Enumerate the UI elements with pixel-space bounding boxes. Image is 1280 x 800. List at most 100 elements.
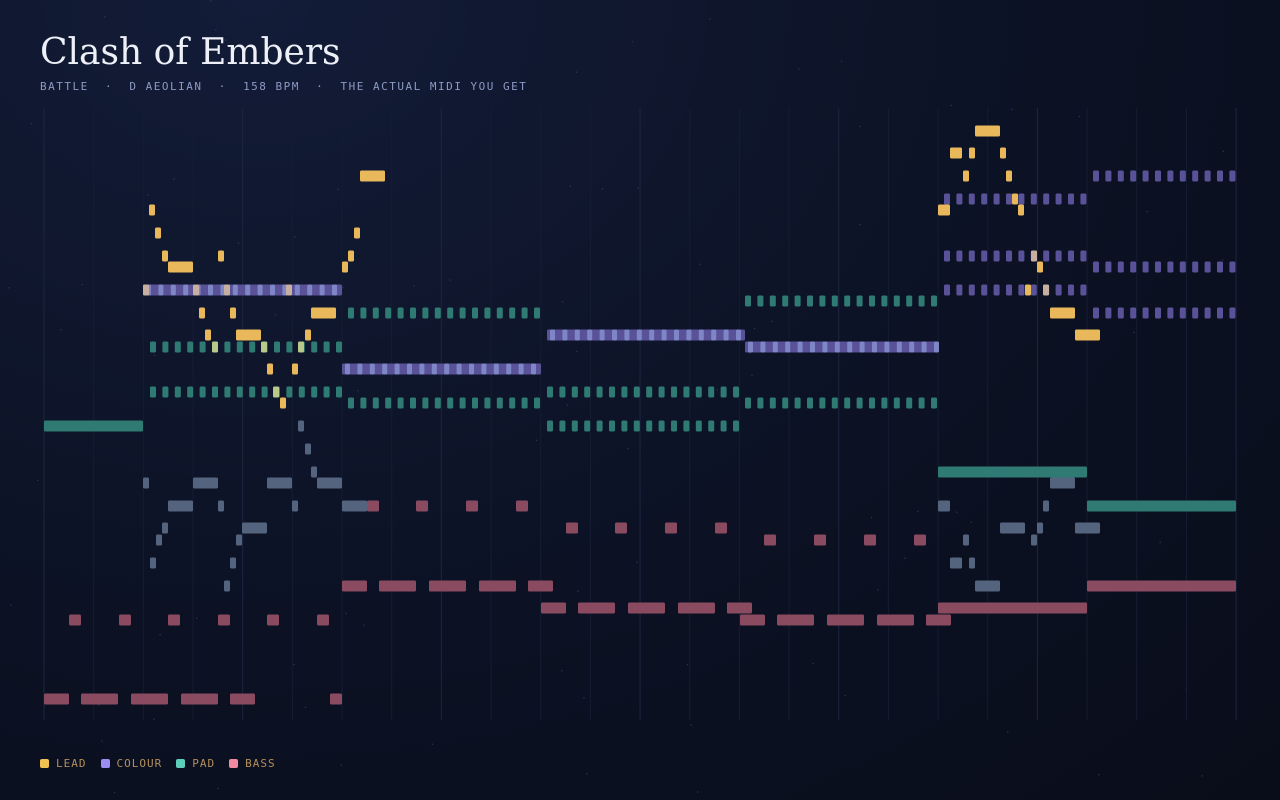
star: [209, 0, 212, 2]
star: [840, 60, 843, 63]
star: [561, 300, 564, 303]
note: [509, 397, 516, 409]
note: [683, 420, 690, 432]
note: [447, 307, 454, 319]
note: [794, 397, 801, 409]
star: [636, 561, 638, 564]
note: [1055, 193, 1062, 205]
note: [547, 329, 745, 341]
note: [884, 341, 890, 353]
note: [1204, 261, 1211, 273]
star: [751, 374, 753, 377]
star: [340, 764, 343, 766]
star: [30, 122, 33, 125]
star: [293, 236, 296, 238]
note: [270, 284, 275, 296]
note: [286, 341, 293, 353]
note: [881, 295, 888, 307]
note: [199, 307, 205, 319]
note: [323, 386, 330, 398]
note: [1068, 193, 1074, 205]
note: [407, 363, 412, 375]
note: [382, 363, 388, 375]
note: [528, 580, 541, 592]
note: [574, 329, 580, 341]
note: [230, 307, 236, 319]
note: [615, 522, 627, 534]
note: [345, 363, 350, 375]
note: [931, 397, 937, 409]
note: [267, 614, 279, 626]
note: [360, 397, 367, 409]
note: [218, 614, 230, 626]
note: [934, 341, 939, 353]
note: [1055, 284, 1062, 296]
note: [131, 693, 168, 705]
note: [1037, 261, 1043, 273]
note: [671, 420, 677, 432]
note: [571, 420, 578, 432]
note: [521, 307, 528, 319]
note: [162, 250, 168, 262]
note: [174, 386, 181, 398]
note: [242, 522, 267, 534]
note: [496, 397, 503, 409]
note: [162, 341, 169, 353]
note: [81, 693, 118, 705]
note: [1105, 307, 1112, 319]
legend-swatch: [176, 759, 186, 768]
legend: LEAD COLOUR PAD BASS: [40, 757, 276, 770]
note: [224, 341, 231, 353]
note: [466, 500, 478, 512]
note: [1155, 170, 1161, 182]
subtitle: BATTLE · D AEOLIAN · 158 BPM · THE ACTUA…: [40, 80, 528, 93]
note: [708, 386, 715, 398]
note: [422, 397, 429, 409]
note: [550, 329, 555, 341]
note: [369, 363, 375, 375]
note: [311, 386, 318, 398]
title: Clash of Embers: [40, 32, 341, 73]
note: [918, 295, 925, 307]
note: [1117, 170, 1124, 182]
star: [8, 287, 10, 289]
note: [410, 307, 416, 319]
note: [1018, 193, 1025, 205]
star: [81, 283, 83, 286]
note: [360, 170, 385, 182]
note: [1130, 261, 1137, 273]
note: [877, 614, 914, 626]
star: [753, 327, 756, 330]
note: [348, 307, 354, 319]
legend-swatch: [40, 759, 49, 768]
note: [1105, 261, 1112, 273]
note: [609, 420, 615, 432]
note: [856, 295, 863, 307]
note: [249, 341, 256, 353]
note: [1179, 307, 1186, 319]
note: [869, 295, 875, 307]
note: [149, 204, 155, 216]
note: [311, 466, 317, 478]
note: [422, 307, 429, 319]
note: [807, 295, 813, 307]
legend-label: PAD: [192, 757, 216, 770]
note: [547, 386, 553, 398]
star: [147, 194, 149, 196]
note: [307, 284, 313, 296]
note: [1055, 250, 1062, 262]
note: [143, 477, 149, 489]
note: [944, 193, 950, 205]
note: [187, 341, 194, 353]
note: [360, 307, 367, 319]
note: [658, 420, 665, 432]
star: [1159, 541, 1161, 544]
note: [357, 363, 363, 375]
note: [459, 307, 466, 319]
note: [218, 500, 224, 512]
note: [847, 341, 853, 353]
note: [661, 329, 667, 341]
note: [872, 341, 877, 353]
note: [720, 420, 727, 432]
note: [119, 614, 131, 626]
